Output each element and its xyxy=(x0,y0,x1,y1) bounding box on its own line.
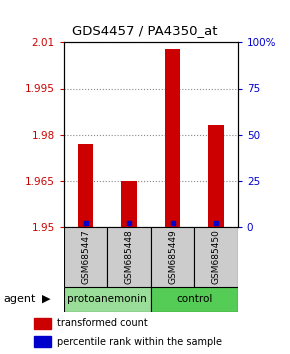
Text: GSM685447: GSM685447 xyxy=(81,229,90,284)
Text: GDS4457 / PA4350_at: GDS4457 / PA4350_at xyxy=(72,24,218,36)
Bar xyxy=(151,287,238,312)
Text: ▶: ▶ xyxy=(42,294,51,304)
Text: percentile rank within the sample: percentile rank within the sample xyxy=(57,337,222,347)
Bar xyxy=(194,227,238,287)
Bar xyxy=(34,318,51,329)
Bar xyxy=(122,181,137,227)
Text: agent: agent xyxy=(3,294,35,304)
Bar xyxy=(64,287,151,312)
Bar xyxy=(34,336,51,348)
Text: GSM685449: GSM685449 xyxy=(168,229,177,284)
Text: transformed count: transformed count xyxy=(57,318,148,328)
Bar xyxy=(165,48,180,227)
Bar xyxy=(107,227,151,287)
Text: protoanemonin: protoanemonin xyxy=(67,294,147,304)
Bar xyxy=(151,227,194,287)
Bar xyxy=(64,227,107,287)
Text: GSM685450: GSM685450 xyxy=(211,229,221,284)
Bar xyxy=(209,125,224,227)
Text: GSM685448: GSM685448 xyxy=(124,229,134,284)
Text: control: control xyxy=(176,294,213,304)
Bar xyxy=(78,144,93,227)
